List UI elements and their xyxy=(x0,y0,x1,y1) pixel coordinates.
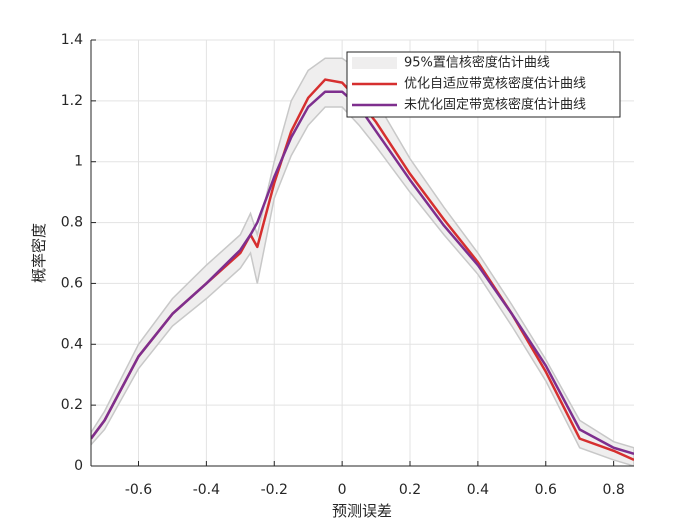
y-tick-label: 1.4 xyxy=(61,32,83,48)
y-tick-label: 0.4 xyxy=(61,336,83,352)
x-tick-label: -0.4 xyxy=(193,482,220,498)
x-axis-label: 预测误差 xyxy=(332,502,392,520)
y-tick-label: 1 xyxy=(74,154,83,170)
x-tick-label: 0.8 xyxy=(603,482,625,498)
y-axis-label: 概率密度 xyxy=(30,223,48,283)
y-tick-label: 0.8 xyxy=(61,215,83,231)
x-tick-label: 0.2 xyxy=(399,482,421,498)
x-tick-label: -0.6 xyxy=(125,482,152,498)
legend-label: 95%置信核密度估计曲线 xyxy=(404,55,550,71)
y-tick-label: 0.2 xyxy=(61,397,83,413)
x-tick-label: 0 xyxy=(338,482,347,498)
series-line xyxy=(91,78,634,462)
x-tick-label: -0.2 xyxy=(261,482,288,498)
legend-swatch xyxy=(352,57,397,69)
x-tick-label: 0.6 xyxy=(535,482,557,498)
series-line xyxy=(91,90,634,456)
legend-label: 优化自适应带宽核密度估计曲线 xyxy=(404,76,586,92)
confidence-band xyxy=(91,57,634,466)
y-tick-label: 0.6 xyxy=(61,275,83,291)
y-tick-label: 0 xyxy=(74,458,83,474)
legend-label: 未优化固定带宽核密度估计曲线 xyxy=(404,97,586,113)
y-tick-label: 1.2 xyxy=(61,93,83,109)
x-tick-label: 0.4 xyxy=(467,482,489,498)
